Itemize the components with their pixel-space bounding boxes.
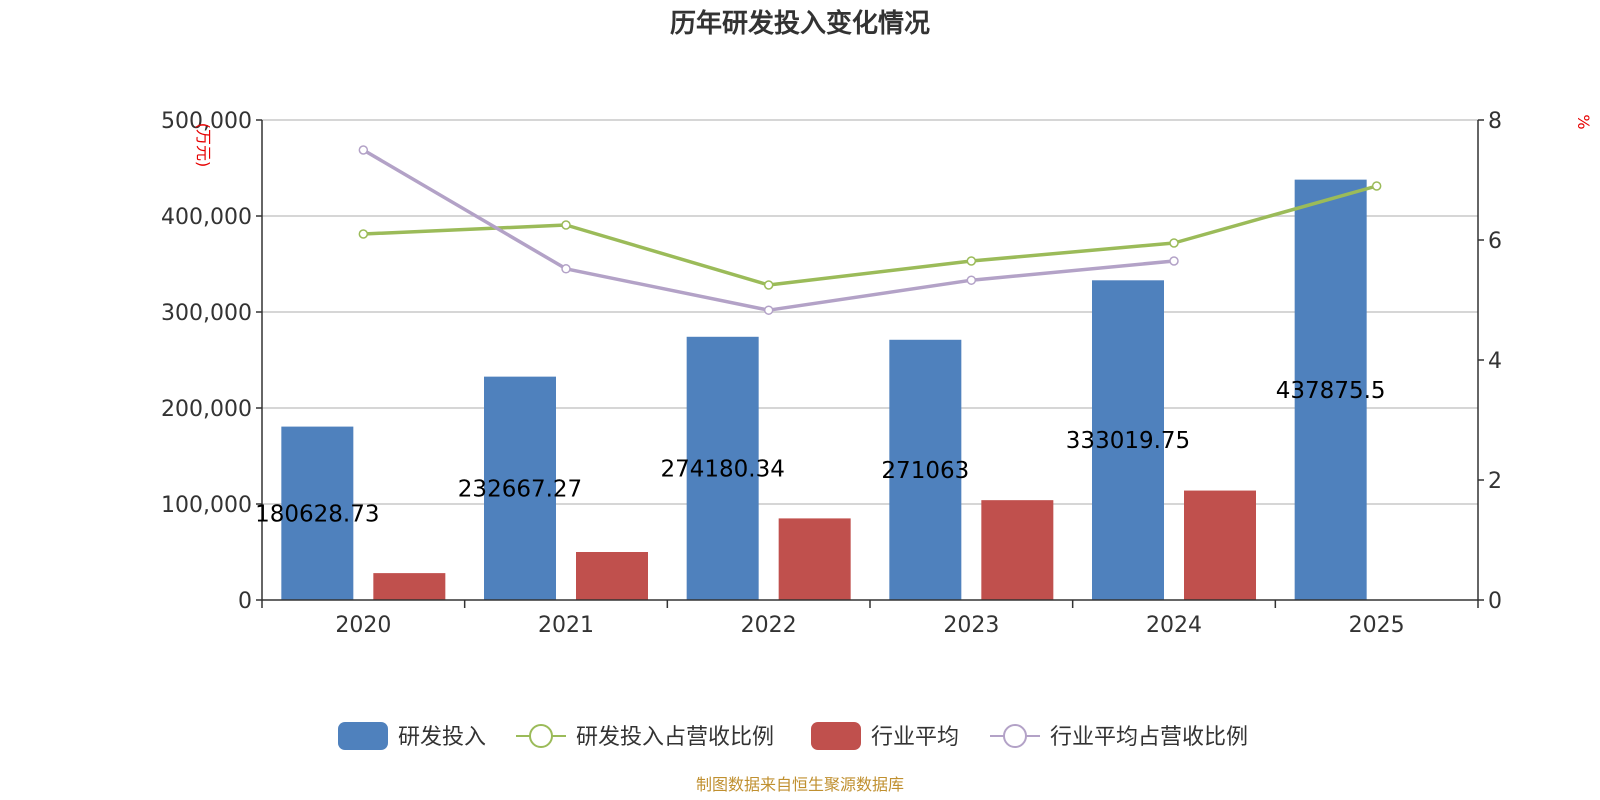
bar-series	[281, 179, 1367, 600]
line-point	[1169, 238, 1179, 248]
x-tick-label: 2020	[335, 613, 391, 638]
data-labels: 180628.73 232667.27 274180.34 271063 333019.…	[255, 378, 1385, 527]
left-tick-label: 400,000	[161, 205, 252, 230]
line-point	[763, 280, 774, 290]
line-point	[763, 305, 774, 315]
right-axis-unit: %	[1574, 114, 1593, 129]
left-tick-label: 500,000	[161, 109, 252, 134]
legend-line-marker	[529, 724, 553, 748]
line-point	[1169, 256, 1179, 266]
bar-data-label: 274180.34	[660, 456, 784, 482]
right-tick-label: 8	[1488, 109, 1502, 134]
bar-行业平均	[373, 573, 446, 600]
left-tick-label: 200,000	[161, 397, 252, 422]
left-tick-label: 0	[238, 589, 252, 614]
bar-研发投入	[484, 376, 556, 600]
bar-研发投入	[1294, 179, 1367, 600]
bar-研发投入	[281, 426, 354, 600]
legend-label: 行业平均占营收比例	[1050, 725, 1248, 750]
right-tick-label: 0	[1488, 589, 1502, 614]
bar-行业平均	[778, 518, 851, 600]
line-point	[966, 275, 977, 285]
line-point	[561, 220, 571, 230]
legend-item[interactable]: 研发投入占营收比例	[516, 724, 774, 750]
left-tick-label: 100,000	[161, 493, 252, 518]
bar-研发投入	[1092, 280, 1164, 600]
bar-data-label: 437875.5	[1276, 378, 1386, 404]
bar-data-label: 180628.73	[255, 501, 379, 527]
line-series	[358, 145, 1382, 315]
bar-研发投入	[686, 336, 759, 600]
x-tick-label: 2024	[1146, 613, 1202, 638]
legend: 研发投入 研发投入占营收比例 行业平均 行业平均占营收比例	[338, 722, 1248, 750]
x-tick-label: 2021	[538, 613, 594, 638]
left-tick-label: 300,000	[161, 301, 252, 326]
left-axis-unit: (万元)	[194, 123, 213, 168]
bar-行业平均	[1184, 490, 1256, 600]
line-point	[561, 264, 571, 274]
bar-data-label: 271063	[881, 458, 969, 484]
legend-bar-swatch	[338, 722, 388, 750]
bar-研发投入	[889, 339, 962, 600]
line-point	[966, 256, 977, 266]
chart-title: 历年研发投入变化情况	[670, 8, 930, 39]
x-tick-label: 2023	[943, 613, 999, 638]
legend-item[interactable]: 研发投入	[338, 722, 486, 750]
axes: 0 100,000 200,000 300,000 400,000 500,000 0 2 4 6…	[161, 109, 1502, 638]
bar-data-label: 232667.27	[458, 476, 582, 502]
right-tick-label: 4	[1488, 349, 1502, 374]
x-tick-label: 2025	[1349, 613, 1405, 638]
line-研发投入占营收比例	[363, 184, 1378, 287]
bar-行业平均	[576, 552, 648, 600]
legend-label: 行业平均	[871, 725, 959, 750]
line-point	[358, 229, 369, 239]
bar-行业平均	[981, 500, 1054, 600]
bar-data-label: 333019.75	[1066, 428, 1190, 454]
legend-item[interactable]: 行业平均	[811, 722, 959, 750]
source-note: 制图数据来自恒生聚源数据库	[696, 775, 904, 794]
line-point	[1371, 181, 1382, 191]
legend-item[interactable]: 行业平均占营收比例	[990, 724, 1248, 750]
line-point	[358, 145, 369, 155]
legend-label: 研发投入占营收比例	[576, 725, 774, 750]
legend-bar-swatch	[811, 722, 861, 750]
legend-label: 研发投入	[398, 725, 486, 750]
x-tick-label: 2022	[741, 613, 797, 638]
right-tick-label: 6	[1488, 229, 1502, 254]
legend-line-marker	[1003, 724, 1027, 748]
right-tick-label: 2	[1488, 469, 1502, 494]
